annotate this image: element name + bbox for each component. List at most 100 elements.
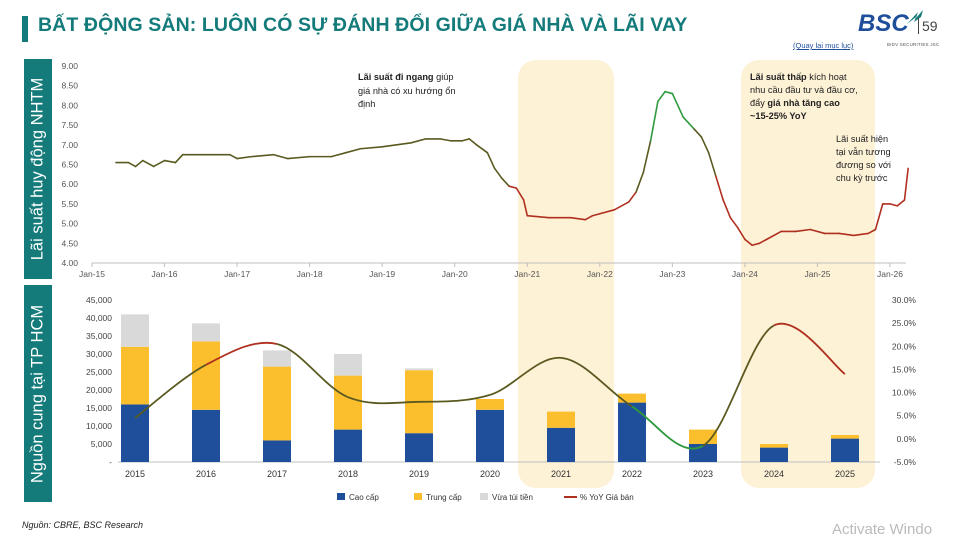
rate-x-tick-label: Jan-16 (152, 269, 178, 279)
bar-2018-segment-2 (334, 375, 362, 430)
bar-2018-segment-1 (334, 429, 362, 462)
annotation-lowrate-line1: Lãi suất thấp kích hoạt (750, 72, 847, 82)
bar-2015-segment-2 (121, 346, 149, 405)
rate-line-segment (272, 153, 289, 160)
rate-y-tick-label: 9.00 (61, 61, 78, 71)
rate-line-segment (838, 232, 855, 237)
bar-2021-segment-1 (547, 427, 575, 462)
bar-2015-segment-1 (121, 404, 149, 462)
annotation-current-line4: chu kỳ trước (836, 173, 888, 183)
rate-line-segment (628, 191, 637, 203)
rate-line-segment (410, 138, 427, 144)
bar-2022-segment-1 (618, 402, 646, 462)
bar-2016-segment-1 (192, 409, 220, 462)
rate-line-segment (395, 142, 413, 146)
annotation-lowrate-line4: ~15-25% YoY (750, 111, 807, 121)
bar-2015-segment-3 (121, 314, 149, 347)
yoy-y-tick-label: 0.0% (897, 434, 917, 444)
rate-y-tick-label: 4.00 (61, 258, 78, 268)
annotation-current-line1: Lãi suất hiện (836, 134, 888, 144)
yoy-price-line-segment (631, 405, 704, 450)
rate-line-segment (896, 199, 906, 207)
yoy-price-line-segment (489, 356, 562, 396)
supply-y-tick-label: - (109, 457, 112, 467)
rate-line-segment (751, 242, 761, 247)
legend-label: Vừa túi tiền (492, 493, 533, 502)
rate-line-segment (903, 167, 909, 201)
supply-y-tick-label: 15,000 (86, 403, 112, 413)
rate-line-segment (439, 138, 452, 142)
rate-line-segment (569, 216, 587, 221)
supply-x-tick-label: 2020 (480, 469, 500, 479)
rate-line-segment (287, 155, 311, 160)
bar-2016-segment-3 (192, 323, 220, 342)
supply-y-tick-label: 10,000 (86, 421, 112, 431)
page-title: BẤT ĐỘNG SẢN: LUÔN CÓ SỰ ĐÁNH ĐỔI GIỮA G… (38, 14, 688, 36)
bar-2017-segment-2 (263, 366, 291, 441)
source-note: Nguồn: CBRE, BSC Research (22, 520, 144, 530)
rate-line-segment (642, 140, 652, 174)
rate-line-segment (174, 153, 184, 164)
annotation-stable-line1: Lãi suất đi ngang giúp (358, 72, 453, 82)
yoy-price-line-segment (560, 356, 633, 408)
rate-x-tick-label: Jan-23 (659, 269, 685, 279)
supply-x-tick-label: 2016 (196, 469, 216, 479)
rate-line-segment (330, 151, 347, 158)
rate-line-segment (508, 185, 518, 189)
rate-line-segment (707, 151, 717, 178)
rate-x-tick-label: Jan-21 (514, 269, 540, 279)
rate-x-tick-label: Jan-24 (732, 269, 758, 279)
bar-2020-segment-2 (476, 399, 504, 410)
supply-y-tick-label: 35,000 (86, 331, 112, 341)
yoy-y-tick-label: 5.0% (897, 411, 917, 421)
rate-line-segment (526, 214, 550, 219)
annotation-lowrate-line3: đẩy giá nhà tăng cao (750, 98, 840, 108)
legend-swatch (337, 493, 345, 500)
rate-line-segment (867, 228, 877, 235)
rate-line-segment (359, 145, 383, 150)
legend: Cao cấp Trung cấp Vừa túi tiền % YoY Giá bá… (337, 493, 634, 502)
rate-y-tick-label: 5.00 (61, 219, 78, 229)
bar-2018-segment-3 (334, 354, 362, 376)
rate-line-segment (613, 201, 630, 211)
rate-line-segment (700, 136, 710, 154)
yoy-y-tick-label: 20.0% (892, 341, 917, 351)
supply-y-tick-label: 40,000 (86, 313, 112, 323)
yoy-y-tick-label: 30.0% (892, 295, 917, 305)
rate-y-tick-label: 4.50 (61, 238, 78, 248)
bar-2025-segment-1 (831, 438, 859, 462)
yoy-y-tick-label: 10.0% (892, 388, 917, 398)
rate-line-segment (889, 203, 899, 207)
back-to-contents-link[interactable]: (Quay lại mục lục) (793, 41, 854, 50)
yoy-price-line-segment (773, 322, 846, 375)
rate-line-segment (809, 228, 826, 235)
rate-line-segment (794, 228, 812, 233)
legend-swatch (414, 493, 422, 500)
rate-line-segment (493, 167, 503, 180)
activate-windows-watermark: Activate Windo (832, 521, 933, 538)
rate-line-segment (475, 144, 489, 154)
rate-line-segment (693, 128, 703, 138)
supply-y-tick-label: 20,000 (86, 385, 112, 395)
supply-x-tick-label: 2021 (551, 469, 571, 479)
rate-x-tick-label: Jan-19 (369, 269, 395, 279)
bar-2021-segment-2 (547, 411, 575, 428)
rate-y-tick-label: 8.50 (61, 81, 78, 91)
rate-line-segment (682, 116, 695, 130)
deposit-rate-line-chart: 4.00 4.50 5.00 5.50 6.00 6.50 7.00 7.50 8.00 8.50… (61, 61, 909, 279)
page-number: 59 (922, 18, 938, 34)
rate-line-segment (715, 175, 724, 201)
supply-bar-chart: - 5,000 10,000 15,000 20,000 25,000 30,000 35,0… (86, 295, 916, 502)
page-separator (918, 18, 919, 34)
rate-line-segment (635, 171, 645, 193)
rate-y-tick-label: 7.50 (61, 120, 78, 130)
top-chart-side-band (24, 59, 52, 279)
logo-text: BSC (858, 10, 909, 37)
rate-line-segment (765, 230, 782, 241)
legend-label: Trung cấp (426, 493, 462, 502)
rate-line-segment (229, 153, 238, 160)
rate-line-segment (381, 144, 398, 148)
legend-label: Cao cấp (349, 493, 379, 502)
rate-line-segment (127, 161, 137, 168)
